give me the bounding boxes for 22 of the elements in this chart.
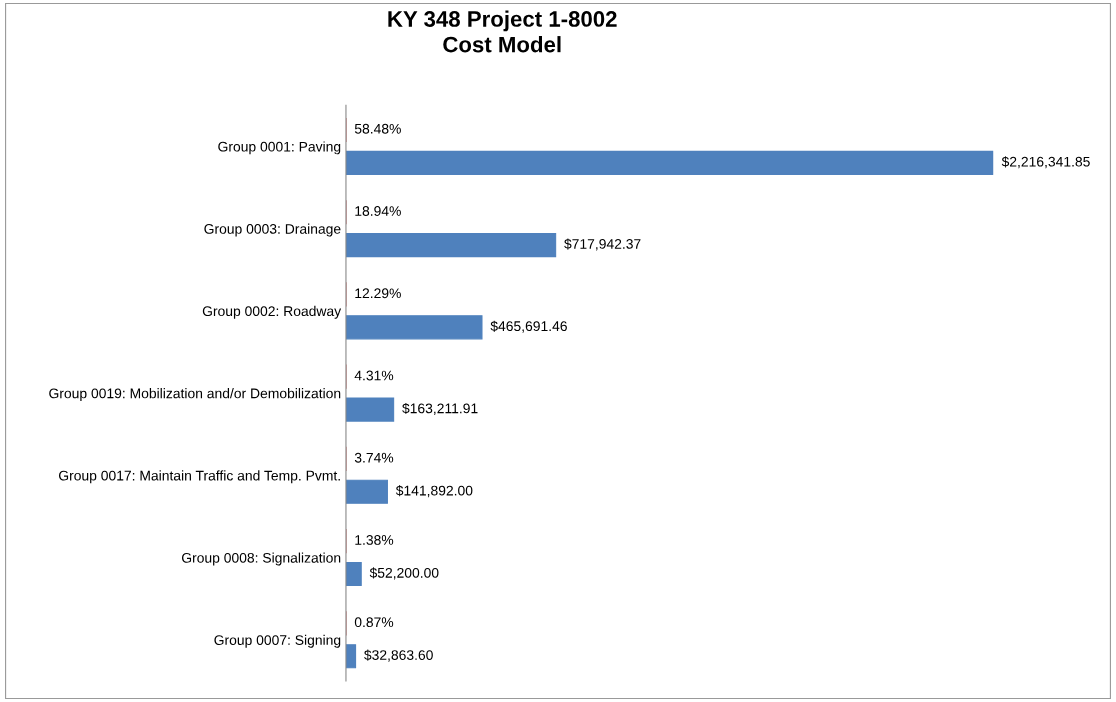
data-label: 3.74% — [354, 452, 394, 463]
data-label: 58.48% — [354, 123, 401, 134]
data-label: 4.31% — [354, 370, 394, 381]
y-tick-label: Group 0007: Signing — [214, 634, 341, 648]
data-label: $717,942.37 — [564, 238, 641, 251]
y-tick-label: Group 0001: Paving — [218, 141, 341, 155]
y-tick-label: Group 0003: Drainage — [204, 223, 341, 237]
data-label: $32,863.60 — [364, 649, 433, 662]
data-label: $163,211.91 — [402, 402, 478, 415]
y-tick-label: Group 0008: Signalization — [181, 552, 341, 566]
data-label: 12.29% — [355, 288, 401, 299]
data-label: $52,200.00 — [369, 567, 439, 580]
y-tick-label: Group 0017: Maintain Traffic and Temp. Pvmt. — [59, 470, 340, 484]
data-label: $2,216,341.85 — [1001, 156, 1090, 169]
data-label: 18.94% — [355, 206, 401, 216]
data-label: 0.87% — [354, 617, 394, 628]
chart-title: KY 348 Project 1-8002 Cost Model — [388, 10, 617, 53]
data-label: 1.38% — [355, 535, 394, 545]
data-label: $141,892.00 — [395, 485, 473, 498]
y-tick-label: Group 0002: Roadway — [202, 305, 342, 319]
data-label: $465,691.46 — [490, 320, 567, 333]
y-tick-label: Group 0019: Mobilization and/or Demobilization — [49, 388, 341, 402]
